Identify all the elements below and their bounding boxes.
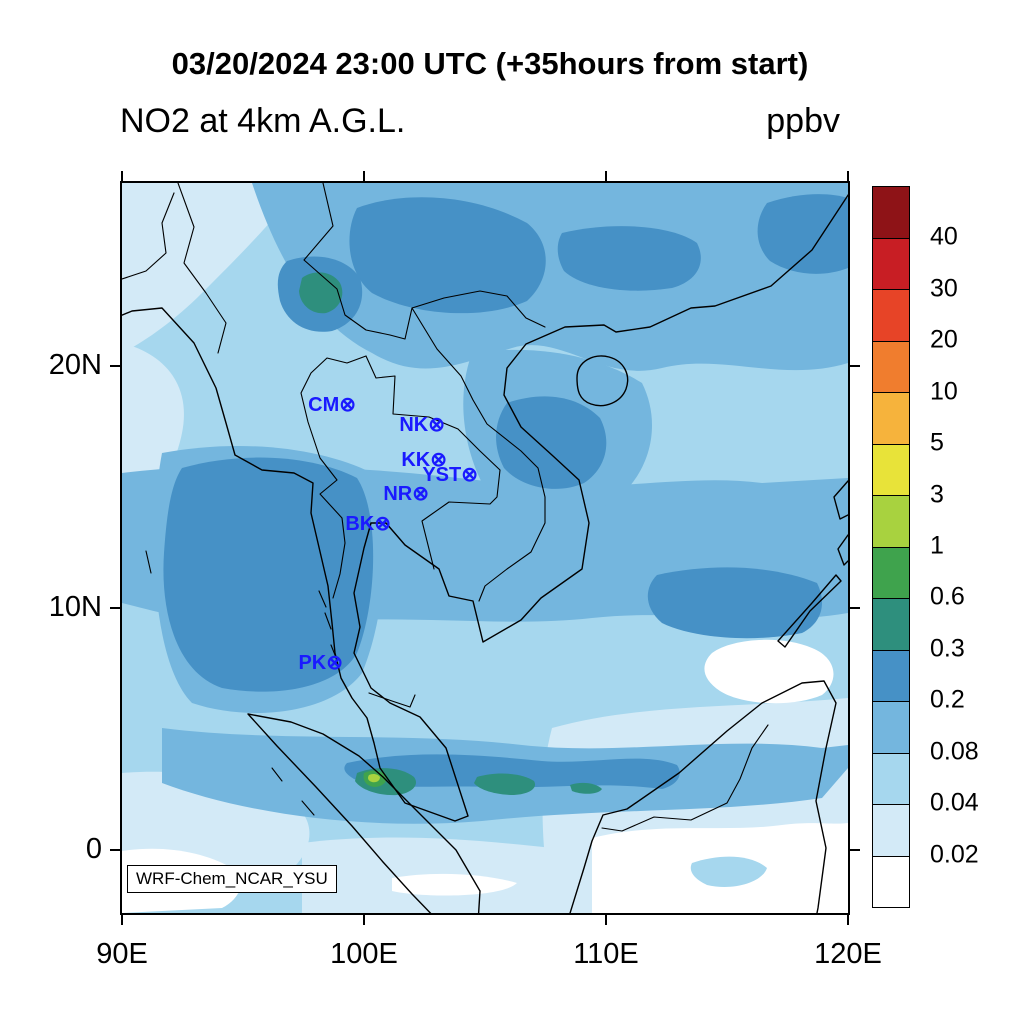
- no2-contour-region: [392, 873, 517, 896]
- y-axis-tick: [850, 607, 860, 609]
- colorbar-level-label: 30: [930, 274, 958, 303]
- y-axis-tick-label: 10N: [48, 591, 102, 623]
- colorbar-level-label: 3: [930, 480, 944, 509]
- colorbar-labels: 40 30 20 10 5 3 1 0.6 0.3 0.2 0.08 0.04 0.02: [930, 186, 1022, 906]
- x-axis-tick-label: 120E: [814, 938, 882, 970]
- station-markers-layer: CM⊗ NK⊗ KK⊗YST⊗NR⊗ BK⊗ PK⊗: [298, 394, 478, 674]
- colorbar-level-label: 0.6: [930, 582, 965, 611]
- colorbar-level-label: 0.3: [930, 634, 965, 663]
- no2-contour-region: [496, 396, 607, 489]
- map-canvas: CM⊗ NK⊗ KK⊗YST⊗NR⊗ BK⊗ PK⊗: [122, 183, 848, 913]
- colorbar-segment: [873, 546, 909, 598]
- colorbar-segment: [873, 649, 909, 701]
- colorbar-segment: [873, 804, 909, 856]
- no2-contour-region: [474, 773, 536, 795]
- islands-philippines: [833, 480, 848, 566]
- colorbar-level-label: 0.08: [930, 737, 979, 766]
- no2-contour-region: [757, 194, 848, 274]
- x-axis-tick: [363, 171, 365, 181]
- no2-contour-region: [690, 856, 767, 888]
- y-axis-tick: [110, 365, 120, 367]
- x-axis-tick: [363, 915, 365, 925]
- no2-contour-region: [299, 272, 343, 314]
- colorbar-segment: [873, 289, 909, 341]
- y-axis-tick-label: 0: [85, 833, 102, 865]
- x-axis-tick: [605, 915, 607, 925]
- colorbar-segment: [873, 237, 909, 289]
- x-axis-tick: [847, 915, 849, 925]
- no2-contour-region: [557, 226, 701, 291]
- island-borneo: [569, 680, 837, 913]
- colorbar-segment: [873, 598, 909, 650]
- plot-field-title: NO2 at 4km A.G.L.: [120, 102, 406, 140]
- colorbar-units-label: ppbv: [766, 102, 840, 140]
- y-axis-tick-label: 20N: [48, 349, 102, 381]
- colorbar-segment: [873, 495, 909, 547]
- no2-contour-region: [344, 754, 680, 789]
- colorbar-segment: [873, 187, 909, 238]
- colorbar-segment: [873, 443, 909, 495]
- island-sumatra: [247, 713, 481, 913]
- colorbar-level-label: 0.02: [930, 840, 979, 869]
- colorbar-segment: [873, 701, 909, 753]
- colorbar-level-label: 0.04: [930, 788, 979, 817]
- station-marker-kk: KK⊗: [401, 449, 447, 471]
- colorbar-level-label: 10: [930, 377, 958, 406]
- coastline-mainland: [122, 193, 848, 822]
- model-label: WRF-Chem_NCAR_YSU: [127, 865, 337, 893]
- station-marker-pk: PK⊗: [298, 652, 343, 674]
- islands-small: [145, 550, 338, 816]
- colorbar-level-label: 1: [930, 531, 944, 560]
- colorbar-level-label: 5: [930, 428, 944, 457]
- plot-datetime-title: 03/20/2024 23:00 UTC (+35hours from star…: [171, 46, 809, 81]
- colorbar-level-label: 20: [930, 325, 958, 354]
- station-marker-nr: NR⊗: [383, 483, 429, 505]
- y-axis-tick: [110, 849, 120, 851]
- map-panel: CM⊗ NK⊗ KK⊗ YST⊗ NR⊗ BK⊗ PK⊗ WRF-Chem_NCAR_YSU: [120, 181, 850, 915]
- no2-contour-region: [570, 782, 602, 794]
- x-axis-tick: [121, 171, 123, 181]
- no2-contour-region: [349, 197, 546, 314]
- no2-filled-contours: [122, 183, 848, 913]
- station-marker-bk: BK⊗: [345, 513, 391, 535]
- no2-contour-region: [368, 773, 380, 783]
- colorbar-level-label: 40: [930, 222, 958, 251]
- colorbar-segment: [873, 752, 909, 804]
- coastlines-layer: [122, 183, 848, 913]
- x-axis-tick-label: 110E: [573, 938, 639, 970]
- y-axis-tick: [850, 849, 860, 851]
- x-axis-tick: [605, 171, 607, 181]
- country-borders: [122, 183, 769, 832]
- station-marker-cm: CM⊗: [308, 394, 356, 416]
- no2-contour-region: [704, 639, 834, 704]
- island-palawan: [777, 574, 842, 648]
- island-hainan: [576, 355, 629, 407]
- y-axis-tick: [850, 365, 860, 367]
- colorbar-segment: [873, 340, 909, 392]
- no2-contour-region: [122, 183, 302, 353]
- no2-contour-region: [163, 457, 374, 692]
- x-axis-tick-label: 100E: [330, 938, 398, 970]
- no2-contour-region: [122, 343, 184, 513]
- x-axis-tick: [121, 915, 123, 925]
- y-axis-tick: [110, 607, 120, 609]
- colorbar-level-label: 0.2: [930, 685, 965, 714]
- x-axis-tick: [847, 171, 849, 181]
- no2-contour-region: [647, 567, 822, 639]
- colorbar: [872, 186, 910, 908]
- station-marker-yst: YST⊗: [422, 464, 478, 486]
- colorbar-segment: [873, 392, 909, 444]
- station-marker-nk: NK⊗: [399, 414, 445, 436]
- colorbar-segment: [873, 855, 909, 907]
- x-axis-tick-label: 90E: [96, 938, 148, 970]
